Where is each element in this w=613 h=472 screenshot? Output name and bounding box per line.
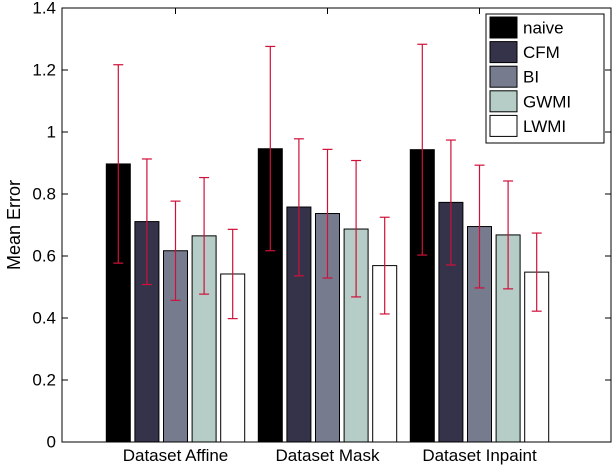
legend-swatch-cfm	[489, 41, 518, 64]
y-tick-label: 0.6	[32, 247, 56, 266]
x-tick-label: Dataset Affine	[123, 446, 229, 465]
y-tick-label: 0.4	[32, 309, 56, 328]
error-bar	[379, 216, 390, 315]
y-tick-label: 1	[47, 123, 56, 142]
error-bar	[293, 138, 304, 277]
error-bar	[199, 176, 210, 295]
error-bar	[141, 158, 152, 286]
error-bar	[322, 148, 333, 279]
legend-label-lwmi: LWMI	[523, 117, 566, 136]
y-tick-label: 0.8	[32, 185, 56, 204]
error-bar	[227, 228, 238, 320]
legend-swatch-gwmi	[489, 90, 518, 113]
error-bar	[474, 164, 485, 289]
bar-lwmi	[220, 273, 246, 443]
legend-label-cfm: CFM	[523, 43, 560, 62]
error-bar	[531, 232, 542, 312]
legend-label-naive: naive	[523, 19, 564, 38]
error-bar	[445, 139, 456, 266]
error-bar	[417, 43, 428, 256]
legend-swatch-lwmi	[489, 114, 518, 137]
legend-label-bi: BI	[523, 68, 539, 87]
y-tick-label: 0.2	[32, 371, 56, 390]
legend-swatch-bi	[489, 65, 518, 88]
error-bar	[503, 180, 514, 290]
error-bar	[113, 64, 124, 264]
error-bar	[170, 200, 181, 301]
y-axis-label: Mean Error	[4, 180, 24, 270]
error-bar	[351, 159, 362, 298]
bar-bi	[163, 250, 188, 443]
x-tick-label: Dataset Inpaint	[422, 446, 537, 465]
x-tick-label: Dataset Mask	[276, 446, 380, 465]
y-tick-label: 1.4	[32, 0, 56, 18]
plot-area: 0 0.2 0.4 0.6 0.8 1 1.2 1.4 Dataset Affine Datase…	[32, 0, 612, 465]
legend: naive CFM BI GWMI LWMI	[485, 13, 605, 144]
y-tick-label: 1.2	[32, 61, 56, 80]
legend-swatch-naive	[489, 16, 518, 39]
y-tick-label: 0	[47, 433, 56, 452]
error-bar	[265, 45, 276, 252]
legend-label-gwmi: GWMI	[523, 92, 571, 111]
